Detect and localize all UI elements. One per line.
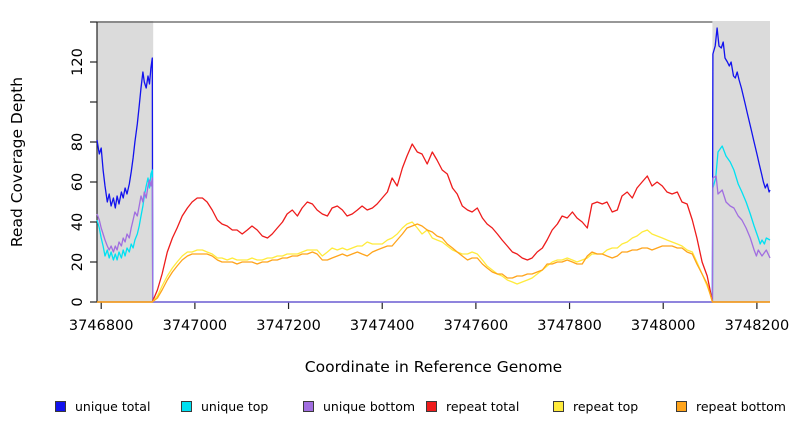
- legend-swatch-icon: [55, 400, 66, 412]
- series-line-repeat-bottom: [97, 223, 770, 303]
- shaded-region: [97, 21, 154, 302]
- legend-item-unique-top: unique top: [181, 397, 268, 415]
- series-line-unique-bottom: [96, 175, 771, 303]
- series-line-repeat-total: [97, 143, 770, 303]
- x-tick-label: 3748200: [725, 318, 790, 334]
- legend-label: unique bottom: [323, 398, 416, 414]
- legend-item-unique-bottom: unique bottom: [303, 397, 415, 415]
- legend-item-repeat-top: repeat top: [553, 397, 638, 415]
- legend: unique total unique top unique bottom repea…: [0, 397, 792, 417]
- legend-label: repeat bottom: [696, 398, 786, 414]
- x-tick-label: 3747600: [444, 318, 509, 334]
- y-tick-label: 0: [70, 297, 86, 306]
- y-axis-title-text: Read Coverage Depth: [8, 76, 26, 248]
- x-tick-label: 3747000: [163, 318, 228, 334]
- legend-label: unique total: [75, 398, 151, 414]
- x-tick-label: 3747200: [256, 318, 321, 334]
- x-tick-label: 3747800: [537, 318, 602, 334]
- legend-swatch-icon: [553, 400, 564, 412]
- series-line-repeat-top: [97, 221, 770, 303]
- legend-swatch-icon: [181, 400, 192, 412]
- legend-label: repeat top: [573, 398, 639, 414]
- legend-label: unique top: [201, 398, 269, 414]
- x-tick-label: 3746800: [69, 318, 134, 334]
- legend-item-unique-total: unique total: [55, 397, 150, 415]
- legend-item-repeat-bottom: repeat bottom: [676, 397, 786, 415]
- x-tick-label: 3747400: [350, 318, 415, 334]
- y-tick-label: 40: [70, 213, 86, 231]
- y-tick-label: 80: [70, 133, 86, 151]
- legend-label: repeat total: [446, 398, 520, 414]
- legend-swatch-icon: [676, 400, 687, 412]
- y-tick-label: 20: [70, 253, 86, 271]
- series-line-unique-total: [96, 27, 771, 303]
- series-line-unique-top: [96, 145, 771, 303]
- legend-item-repeat-total: repeat total: [426, 397, 519, 415]
- y-tick-label: 60: [70, 173, 86, 191]
- x-tick-label: 3748000: [631, 318, 696, 334]
- y-tick-label: 120: [70, 48, 86, 76]
- legend-swatch-icon: [426, 400, 437, 412]
- shaded-region: [712, 21, 770, 302]
- x-axis-title: Coordinate in Reference Genome: [304, 358, 563, 376]
- legend-swatch-icon: [303, 400, 314, 412]
